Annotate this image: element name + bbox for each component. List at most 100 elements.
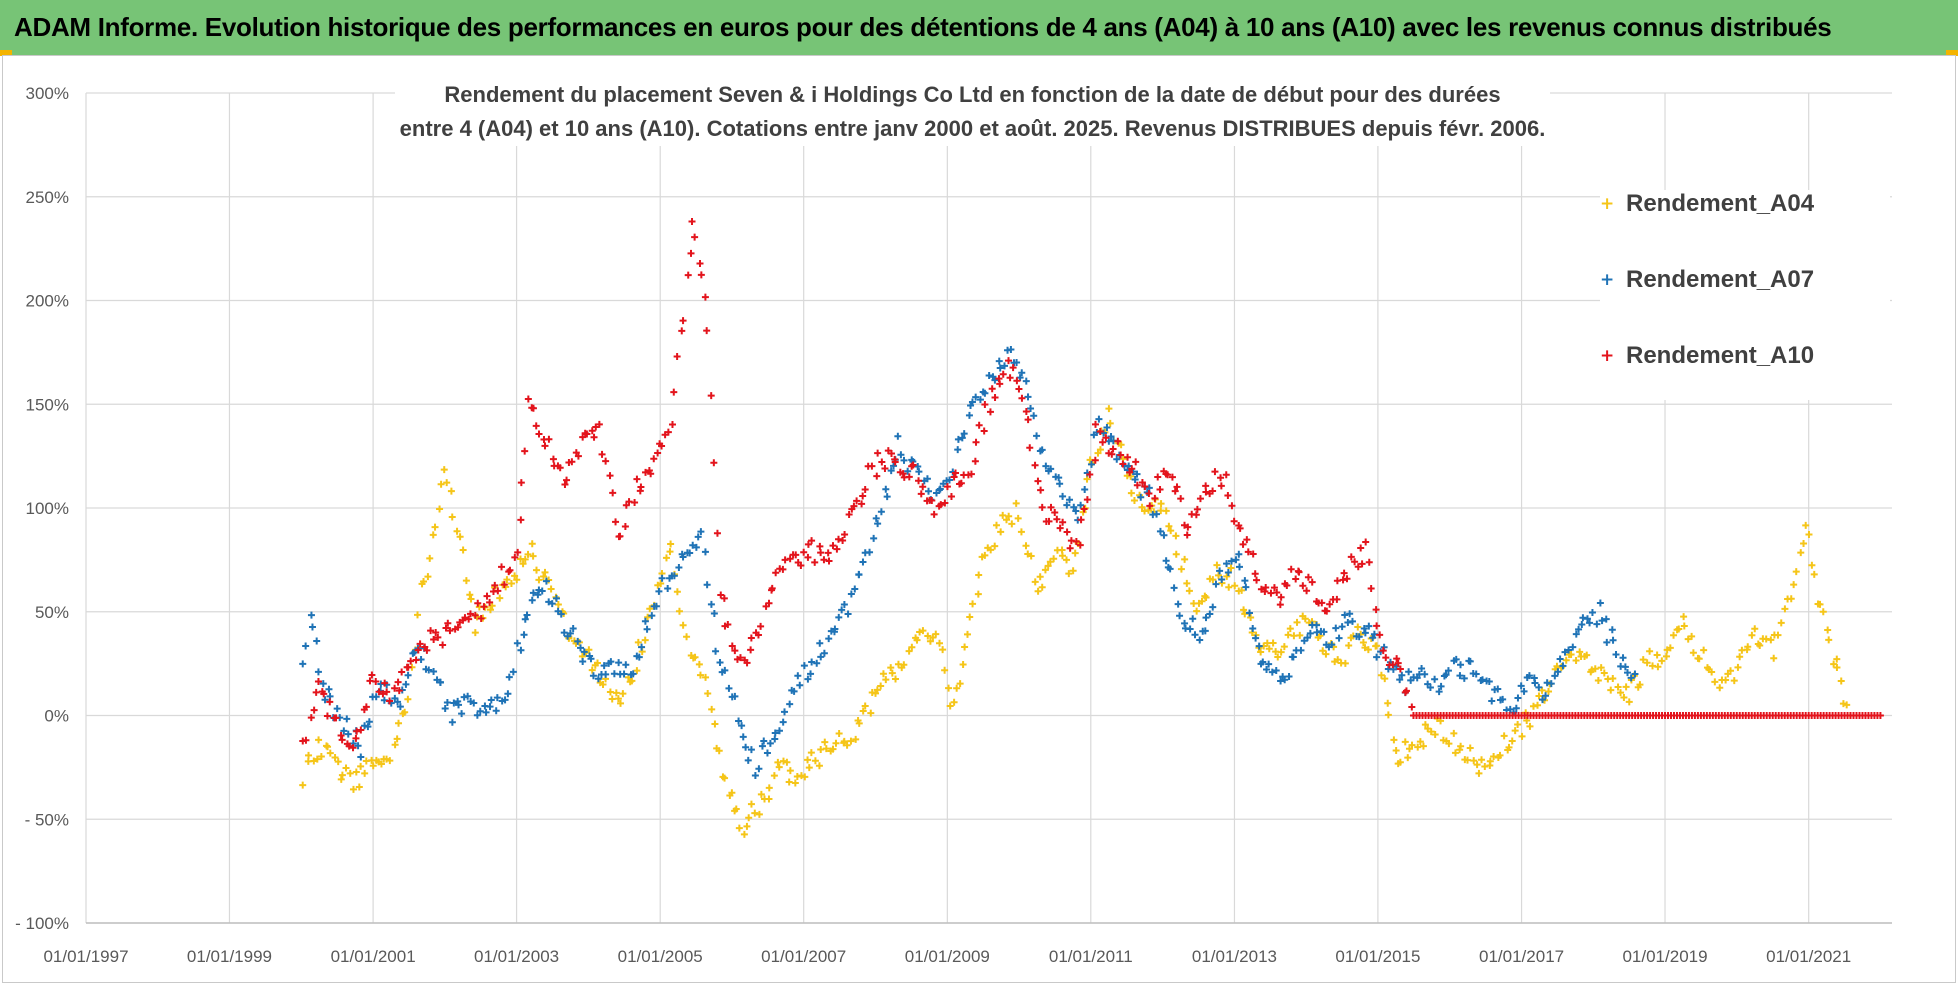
data-point: [954, 446, 962, 454]
y-tick-label: 300%: [26, 84, 69, 103]
x-tick-label: 01/01/2007: [761, 947, 846, 966]
data-point: [391, 741, 399, 749]
data-point: [1137, 493, 1145, 501]
data-point: [673, 588, 681, 596]
data-point: [1335, 634, 1343, 642]
data-point: [549, 455, 557, 463]
data-point: [1013, 359, 1021, 367]
data-point: [1596, 599, 1604, 607]
data-point: [344, 730, 352, 738]
data-point: [414, 646, 422, 654]
data-point: [1591, 665, 1599, 673]
data-point: [448, 513, 456, 521]
data-point: [416, 640, 424, 648]
data-point: [467, 595, 475, 603]
legend-label-a10: Rendement_A10: [1626, 342, 1815, 369]
data-point: [1240, 606, 1248, 614]
data-point: [688, 218, 696, 226]
data-point: [362, 703, 370, 711]
data-point: [1272, 667, 1280, 674]
data-point: [1006, 374, 1014, 382]
data-point: [742, 743, 750, 751]
data-point: [1748, 631, 1756, 639]
data-point: [882, 485, 890, 493]
data-point: [1001, 362, 1008, 370]
data-point: [1393, 655, 1401, 663]
data-point: [1224, 491, 1232, 499]
data-point: [1083, 475, 1091, 483]
data-point: [873, 472, 881, 480]
data-point: [1619, 654, 1627, 662]
data-point: [981, 551, 989, 559]
data-point: [1108, 450, 1116, 458]
legend-item-a10: + Rendement_A10: [1600, 342, 1814, 370]
data-point: [357, 762, 365, 770]
data-point: [498, 563, 506, 571]
data-point: [1222, 471, 1230, 479]
data-point: [556, 464, 564, 472]
data-point: [874, 449, 882, 457]
data-point: [620, 670, 628, 678]
data-point: [952, 469, 960, 477]
data-point: [312, 688, 320, 696]
data-point: [1787, 595, 1795, 603]
data-point: [299, 781, 307, 789]
data-point: [407, 657, 415, 665]
data-point: [1102, 434, 1110, 442]
data-point: [779, 757, 787, 765]
data-point: [950, 473, 958, 481]
data-point: [454, 623, 462, 631]
data-point: [444, 619, 452, 627]
data-point: [692, 543, 700, 551]
data-point: [357, 726, 365, 734]
data-point: [1031, 578, 1039, 586]
data-point: [1193, 607, 1201, 615]
data-point: [443, 479, 451, 487]
data-point: [402, 680, 410, 688]
data-point: [563, 476, 571, 484]
data-point: [720, 594, 728, 602]
x-tick-label: 01/01/2001: [331, 947, 416, 966]
data-point: [808, 537, 816, 545]
data-point: [1031, 461, 1039, 469]
data-point: [923, 475, 931, 483]
data-point: [1525, 672, 1533, 680]
data-point: [1460, 674, 1468, 682]
data-point: [1359, 639, 1367, 647]
data-point: [1162, 557, 1170, 565]
data-point: [791, 779, 799, 787]
data-point: [716, 659, 724, 667]
data-point: [658, 574, 666, 582]
data-point: [1277, 593, 1285, 601]
data-point: [474, 599, 482, 607]
data-point: [425, 666, 433, 674]
data-point: [667, 540, 675, 548]
data-point: [383, 688, 391, 696]
data-point: [404, 695, 412, 703]
legend-marker-a04: +: [1600, 194, 1615, 214]
data-point: [673, 353, 681, 361]
data-point: [473, 711, 481, 719]
data-point: [628, 677, 636, 685]
data-point: [1680, 613, 1688, 621]
data-point: [766, 739, 774, 747]
data-point: [410, 648, 418, 656]
data-point: [524, 550, 532, 558]
data-point: [396, 703, 404, 711]
data-point: [1285, 673, 1293, 681]
data-point: [521, 615, 529, 623]
data-point: [1408, 741, 1416, 749]
data-point: [1518, 732, 1526, 740]
data-point: [1124, 453, 1132, 461]
data-point: [1262, 583, 1270, 591]
data-point: [954, 435, 962, 443]
data-point: [548, 600, 556, 608]
data-point: [824, 549, 832, 557]
data-point: [532, 422, 540, 430]
data-point: [414, 611, 422, 619]
data-point: [838, 606, 846, 614]
data-point: [482, 708, 490, 716]
data-point: [930, 510, 938, 518]
data-point: [1339, 576, 1347, 584]
data-point: [375, 688, 383, 696]
